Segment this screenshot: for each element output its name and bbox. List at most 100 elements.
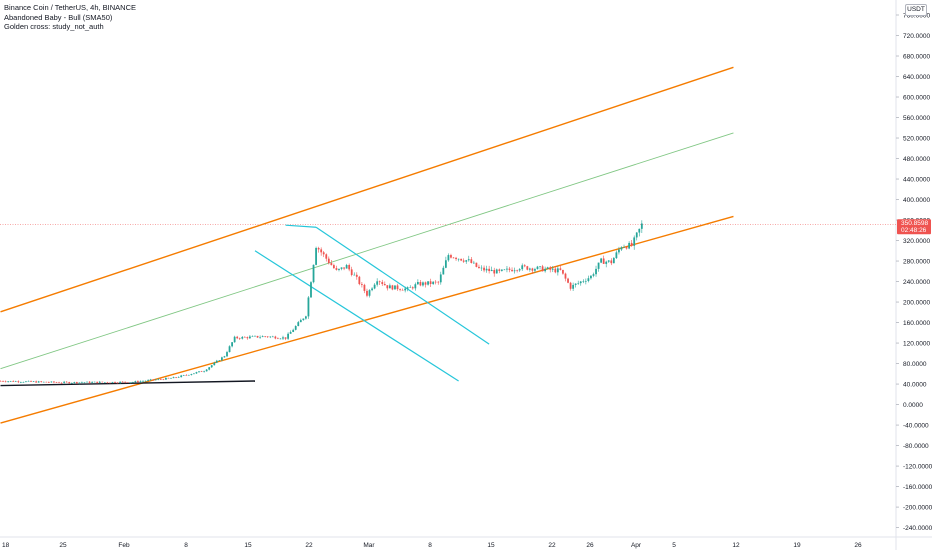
candle-body bbox=[198, 371, 200, 373]
candle-body bbox=[592, 274, 595, 276]
candle-body bbox=[60, 382, 63, 384]
x-tick-label: 25 bbox=[59, 542, 67, 549]
candle-body bbox=[218, 360, 221, 361]
candle-body bbox=[605, 261, 608, 264]
candle-body bbox=[103, 382, 106, 383]
candle-body bbox=[223, 356, 226, 358]
candle-body bbox=[292, 329, 295, 332]
candle-body bbox=[195, 372, 198, 374]
candle-body bbox=[628, 242, 631, 249]
candle-body bbox=[162, 379, 165, 380]
candle-body bbox=[419, 282, 422, 286]
symbol-title[interactable]: Binance Coin / TetherUS, 4h, BINANCE bbox=[4, 3, 137, 12]
candle-body bbox=[620, 247, 623, 250]
candle-body bbox=[63, 381, 66, 383]
candle-body bbox=[480, 267, 483, 269]
candle-body bbox=[511, 269, 513, 272]
candle-body bbox=[539, 266, 541, 267]
candle-body bbox=[388, 285, 391, 289]
candle-body bbox=[612, 258, 615, 264]
chart-legend: Binance Coin / TetherUS, 4h, BINANCE Aba… bbox=[4, 3, 136, 32]
candle-body bbox=[78, 382, 81, 384]
candle-body bbox=[259, 337, 261, 338]
channel-mid-line bbox=[0, 132, 734, 370]
candle-body bbox=[358, 276, 361, 285]
candle-body bbox=[200, 371, 203, 372]
candle-body bbox=[287, 333, 289, 339]
candle-body bbox=[508, 268, 511, 270]
candle-body bbox=[638, 228, 641, 233]
candle-body bbox=[343, 267, 345, 269]
candle-body bbox=[190, 374, 193, 375]
candle-body bbox=[119, 381, 122, 383]
candle-body bbox=[633, 237, 636, 246]
candle-body bbox=[27, 380, 30, 382]
candle-body bbox=[432, 281, 435, 284]
candle-body bbox=[114, 381, 116, 383]
candle-body bbox=[93, 381, 96, 383]
candle-body bbox=[177, 377, 180, 378]
y-tick-label: 0.0000 bbox=[903, 402, 923, 409]
candle-body bbox=[131, 382, 134, 383]
candle-body bbox=[450, 255, 452, 258]
candle-body bbox=[317, 247, 320, 250]
candle-body bbox=[310, 282, 312, 298]
candle-body bbox=[623, 247, 625, 248]
candle-body bbox=[452, 257, 455, 259]
study-golden-cross[interactable]: Golden cross: study_not_auth bbox=[4, 22, 104, 31]
candle-body bbox=[226, 352, 228, 357]
candle-body bbox=[157, 379, 160, 380]
x-tick-label: 22 bbox=[305, 542, 313, 549]
candle-body bbox=[355, 274, 358, 277]
candle-body bbox=[233, 336, 236, 343]
candle-body bbox=[386, 285, 389, 289]
candle-body bbox=[215, 360, 218, 363]
candle-body bbox=[404, 288, 407, 291]
y-tick-label: 280.0000 bbox=[903, 258, 930, 265]
candle-body bbox=[144, 380, 147, 382]
y-tick-label: -160.0000 bbox=[903, 484, 932, 491]
candle-body bbox=[126, 382, 129, 383]
x-tick-label: 19 bbox=[793, 542, 801, 549]
candle-body bbox=[320, 249, 323, 253]
candle-body bbox=[139, 381, 142, 383]
candle-body bbox=[307, 297, 310, 317]
candle-body bbox=[556, 268, 559, 273]
candle-body bbox=[261, 336, 264, 338]
candle-body bbox=[37, 381, 40, 383]
candle-body bbox=[401, 289, 404, 291]
x-tick-label: Mar bbox=[363, 542, 375, 549]
candle-body bbox=[467, 259, 470, 261]
candle-body bbox=[373, 284, 376, 289]
study-abandoned-baby[interactable]: Abandoned Baby - Bull (SMA50) bbox=[4, 12, 113, 22]
candle-body bbox=[630, 242, 633, 246]
currency-button[interactable]: USDT bbox=[905, 4, 927, 16]
candle-body bbox=[564, 273, 567, 279]
candle-body bbox=[470, 259, 473, 263]
candle-body bbox=[597, 262, 600, 269]
candle-body bbox=[58, 382, 60, 384]
candle-body bbox=[618, 249, 620, 253]
candle-body bbox=[299, 320, 302, 323]
candle-body bbox=[363, 284, 366, 291]
candle-body bbox=[495, 269, 498, 274]
candle-body bbox=[297, 322, 300, 327]
candle-body bbox=[251, 336, 254, 337]
candle-body bbox=[327, 258, 330, 263]
candle-body bbox=[111, 381, 114, 383]
candle-body bbox=[483, 267, 485, 271]
candle-body bbox=[562, 269, 564, 274]
y-tick-label: 240.0000 bbox=[903, 279, 930, 286]
candle-body bbox=[518, 269, 521, 271]
candle-body bbox=[447, 255, 450, 261]
candle-body bbox=[549, 267, 552, 270]
candle-body bbox=[284, 337, 287, 339]
candle-body bbox=[409, 287, 412, 288]
candle-body bbox=[394, 285, 396, 290]
candle-body bbox=[4, 381, 7, 383]
x-tick-label: 8 bbox=[184, 542, 188, 549]
candle-body bbox=[193, 373, 195, 375]
candle-body bbox=[88, 381, 91, 383]
